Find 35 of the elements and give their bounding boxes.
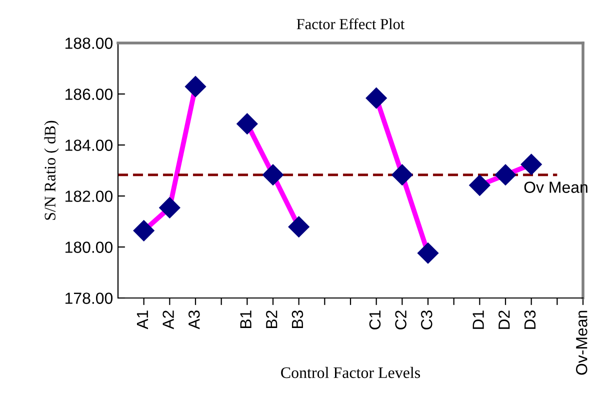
x-tick-label: C2 — [395, 310, 406, 330]
x-tick-label: B1 — [240, 310, 252, 328]
y-axis-title: S/N Ratio ( dB) — [44, 120, 59, 220]
point — [494, 164, 516, 186]
point — [159, 197, 180, 218]
x-axis-title: Control Factor Levels — [281, 366, 420, 378]
point — [469, 174, 490, 196]
y-tick-label: 188.00 — [66, 38, 113, 49]
point — [184, 76, 206, 98]
series-label: Ov Mean — [524, 182, 588, 193]
x-tick-label: A3 — [188, 310, 200, 330]
point — [417, 242, 439, 264]
x-tick-label: C1 — [369, 310, 381, 330]
x-tick-label: D1 — [472, 310, 484, 329]
x-tick-label: B2 — [266, 310, 278, 328]
point — [288, 216, 310, 238]
y-tick-label: 180.00 — [66, 242, 113, 253]
y-tick-label: 182.00 — [66, 190, 113, 202]
x-tick-label: A1 — [136, 310, 148, 330]
x-tick-label: D2 — [498, 310, 510, 329]
x-tick-label: B3 — [292, 310, 304, 328]
y-tick-label: 186.00 — [66, 88, 113, 100]
x-tick-label: D3 — [524, 310, 536, 329]
point — [392, 164, 413, 186]
point — [262, 164, 284, 186]
x-tick-label: C3 — [420, 310, 432, 330]
point — [366, 88, 387, 109]
y-tick-label: 184.00 — [66, 140, 113, 151]
x-tick-label: Ov-Mean — [576, 310, 588, 375]
x-tick-label: A2 — [162, 310, 174, 330]
point — [133, 220, 154, 242]
point — [236, 113, 258, 134]
chart-title: Factor Effect Plot — [296, 18, 405, 30]
point — [520, 154, 542, 175]
y-tick-label: 178.00 — [66, 292, 113, 304]
